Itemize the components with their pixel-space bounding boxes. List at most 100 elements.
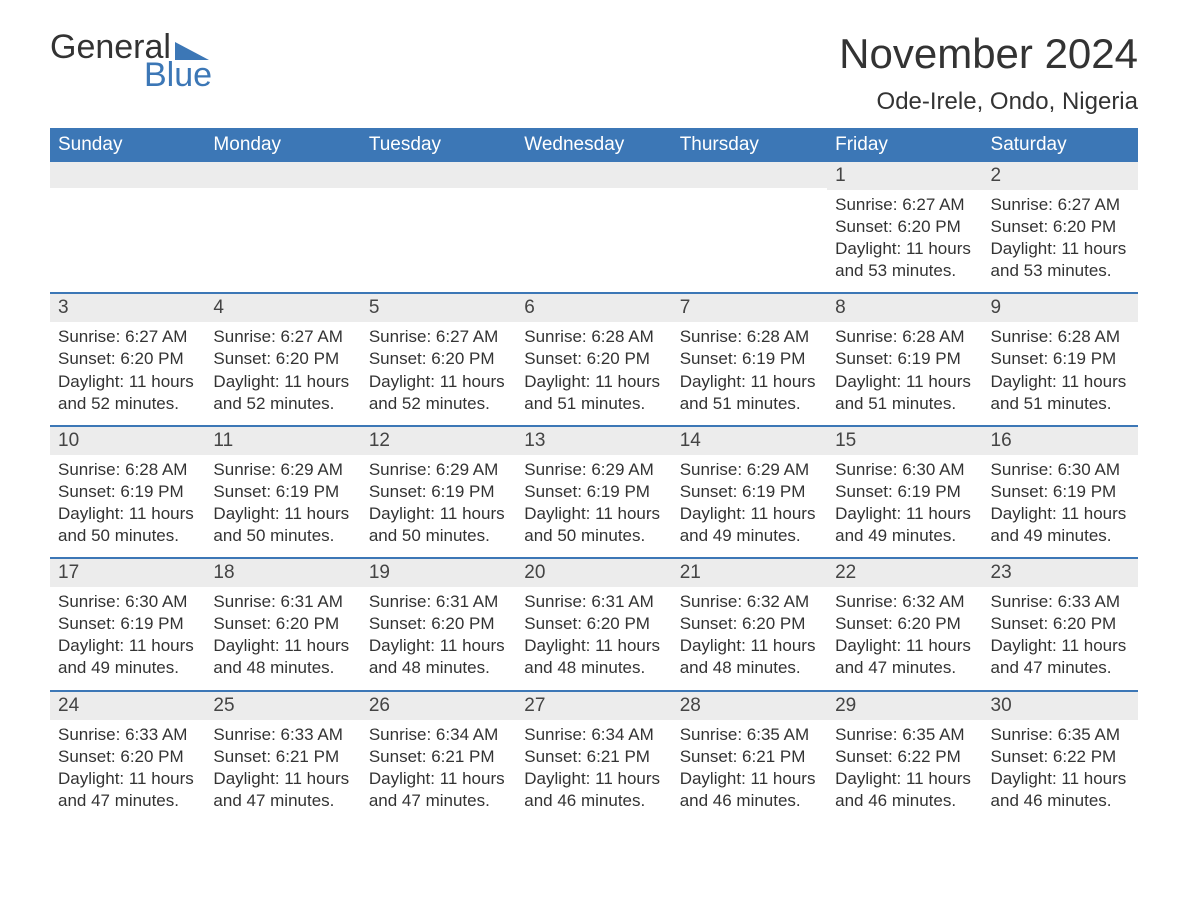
day-cell: 7Sunrise: 6:28 AMSunset: 6:19 PMDaylight…: [672, 294, 827, 424]
empty-day-bar: [516, 162, 671, 188]
day-body: Sunrise: 6:30 AMSunset: 6:19 PMDaylight:…: [50, 587, 205, 689]
logo-triangle-icon: [175, 42, 209, 60]
day-body: Sunrise: 6:27 AMSunset: 6:20 PMDaylight:…: [827, 190, 982, 292]
day-number: 23: [983, 559, 1138, 587]
sunset-text: Sunset: 6:21 PM: [213, 746, 352, 768]
sunset-text: Sunset: 6:22 PM: [991, 746, 1130, 768]
day-cell: 17Sunrise: 6:30 AMSunset: 6:19 PMDayligh…: [50, 559, 205, 689]
day-body: Sunrise: 6:30 AMSunset: 6:19 PMDaylight:…: [983, 455, 1138, 557]
day-body: Sunrise: 6:33 AMSunset: 6:20 PMDaylight:…: [983, 587, 1138, 689]
sunrise-text: Sunrise: 6:34 AM: [369, 724, 508, 746]
sunset-text: Sunset: 6:19 PM: [991, 348, 1130, 370]
day-body: Sunrise: 6:27 AMSunset: 6:20 PMDaylight:…: [50, 322, 205, 424]
daylight-text: Daylight: 11 hours and 47 minutes.: [835, 635, 974, 679]
calendar-header-row: Sunday Monday Tuesday Wednesday Thursday…: [50, 128, 1138, 162]
sunset-text: Sunset: 6:20 PM: [680, 613, 819, 635]
sunrise-text: Sunrise: 6:33 AM: [213, 724, 352, 746]
day-body: Sunrise: 6:35 AMSunset: 6:22 PMDaylight:…: [827, 720, 982, 822]
daylight-text: Daylight: 11 hours and 50 minutes.: [213, 503, 352, 547]
day-cell: [205, 162, 360, 292]
sunrise-text: Sunrise: 6:35 AM: [991, 724, 1130, 746]
day-number: 20: [516, 559, 671, 587]
day-cell: 4Sunrise: 6:27 AMSunset: 6:20 PMDaylight…: [205, 294, 360, 424]
day-cell: 18Sunrise: 6:31 AMSunset: 6:20 PMDayligh…: [205, 559, 360, 689]
sunset-text: Sunset: 6:19 PM: [680, 348, 819, 370]
calendar: Sunday Monday Tuesday Wednesday Thursday…: [50, 128, 1138, 822]
day-cell: 5Sunrise: 6:27 AMSunset: 6:20 PMDaylight…: [361, 294, 516, 424]
day-cell: [361, 162, 516, 292]
sunrise-text: Sunrise: 6:29 AM: [369, 459, 508, 481]
day-cell: 19Sunrise: 6:31 AMSunset: 6:20 PMDayligh…: [361, 559, 516, 689]
sunset-text: Sunset: 6:20 PM: [835, 216, 974, 238]
day-body: Sunrise: 6:29 AMSunset: 6:19 PMDaylight:…: [516, 455, 671, 557]
sunset-text: Sunset: 6:22 PM: [835, 746, 974, 768]
sunrise-text: Sunrise: 6:27 AM: [58, 326, 197, 348]
day-number: 29: [827, 692, 982, 720]
day-body: Sunrise: 6:29 AMSunset: 6:19 PMDaylight:…: [205, 455, 360, 557]
daylight-text: Daylight: 11 hours and 48 minutes.: [524, 635, 663, 679]
sunset-text: Sunset: 6:21 PM: [680, 746, 819, 768]
daylight-text: Daylight: 11 hours and 51 minutes.: [524, 371, 663, 415]
sunset-text: Sunset: 6:20 PM: [213, 613, 352, 635]
day-number: 24: [50, 692, 205, 720]
sunrise-text: Sunrise: 6:28 AM: [58, 459, 197, 481]
empty-day-bar: [672, 162, 827, 188]
day-number: 9: [983, 294, 1138, 322]
location-subtitle: Ode-Irele, Ondo, Nigeria: [839, 88, 1138, 116]
header-saturday: Saturday: [983, 128, 1138, 162]
day-number: 30: [983, 692, 1138, 720]
day-number: 14: [672, 427, 827, 455]
sunrise-text: Sunrise: 6:35 AM: [835, 724, 974, 746]
day-body: Sunrise: 6:33 AMSunset: 6:21 PMDaylight:…: [205, 720, 360, 822]
daylight-text: Daylight: 11 hours and 49 minutes.: [835, 503, 974, 547]
day-cell: [672, 162, 827, 292]
day-body: Sunrise: 6:28 AMSunset: 6:20 PMDaylight:…: [516, 322, 671, 424]
day-cell: 23Sunrise: 6:33 AMSunset: 6:20 PMDayligh…: [983, 559, 1138, 689]
day-number: 15: [827, 427, 982, 455]
daylight-text: Daylight: 11 hours and 49 minutes.: [58, 635, 197, 679]
daylight-text: Daylight: 11 hours and 49 minutes.: [680, 503, 819, 547]
day-cell: 29Sunrise: 6:35 AMSunset: 6:22 PMDayligh…: [827, 692, 982, 822]
day-cell: 10Sunrise: 6:28 AMSunset: 6:19 PMDayligh…: [50, 427, 205, 557]
sunrise-text: Sunrise: 6:31 AM: [369, 591, 508, 613]
header-thursday: Thursday: [672, 128, 827, 162]
sunset-text: Sunset: 6:20 PM: [991, 216, 1130, 238]
daylight-text: Daylight: 11 hours and 46 minutes.: [991, 768, 1130, 812]
day-body: Sunrise: 6:27 AMSunset: 6:20 PMDaylight:…: [205, 322, 360, 424]
day-cell: 27Sunrise: 6:34 AMSunset: 6:21 PMDayligh…: [516, 692, 671, 822]
daylight-text: Daylight: 11 hours and 47 minutes.: [369, 768, 508, 812]
day-number: 21: [672, 559, 827, 587]
day-body: Sunrise: 6:27 AMSunset: 6:20 PMDaylight:…: [983, 190, 1138, 292]
day-body: Sunrise: 6:35 AMSunset: 6:22 PMDaylight:…: [983, 720, 1138, 822]
logo-word-2: Blue: [144, 58, 212, 92]
sunset-text: Sunset: 6:20 PM: [524, 348, 663, 370]
sunset-text: Sunset: 6:20 PM: [524, 613, 663, 635]
day-number: 5: [361, 294, 516, 322]
day-cell: [516, 162, 671, 292]
day-cell: 22Sunrise: 6:32 AMSunset: 6:20 PMDayligh…: [827, 559, 982, 689]
day-cell: 12Sunrise: 6:29 AMSunset: 6:19 PMDayligh…: [361, 427, 516, 557]
day-number: 10: [50, 427, 205, 455]
sunrise-text: Sunrise: 6:32 AM: [835, 591, 974, 613]
sunset-text: Sunset: 6:20 PM: [369, 613, 508, 635]
day-number: 28: [672, 692, 827, 720]
sunrise-text: Sunrise: 6:34 AM: [524, 724, 663, 746]
sunset-text: Sunset: 6:19 PM: [58, 613, 197, 635]
daylight-text: Daylight: 11 hours and 52 minutes.: [213, 371, 352, 415]
day-body: Sunrise: 6:31 AMSunset: 6:20 PMDaylight:…: [361, 587, 516, 689]
day-body: Sunrise: 6:28 AMSunset: 6:19 PMDaylight:…: [672, 322, 827, 424]
day-body: Sunrise: 6:31 AMSunset: 6:20 PMDaylight:…: [205, 587, 360, 689]
sunrise-text: Sunrise: 6:28 AM: [835, 326, 974, 348]
empty-day-bar: [361, 162, 516, 188]
day-cell: 24Sunrise: 6:33 AMSunset: 6:20 PMDayligh…: [50, 692, 205, 822]
header-tuesday: Tuesday: [361, 128, 516, 162]
daylight-text: Daylight: 11 hours and 46 minutes.: [680, 768, 819, 812]
sunrise-text: Sunrise: 6:33 AM: [58, 724, 197, 746]
day-body: Sunrise: 6:28 AMSunset: 6:19 PMDaylight:…: [50, 455, 205, 557]
day-number: 7: [672, 294, 827, 322]
sunrise-text: Sunrise: 6:27 AM: [835, 194, 974, 216]
day-cell: 8Sunrise: 6:28 AMSunset: 6:19 PMDaylight…: [827, 294, 982, 424]
sunrise-text: Sunrise: 6:32 AM: [680, 591, 819, 613]
day-body: Sunrise: 6:29 AMSunset: 6:19 PMDaylight:…: [361, 455, 516, 557]
day-cell: 15Sunrise: 6:30 AMSunset: 6:19 PMDayligh…: [827, 427, 982, 557]
